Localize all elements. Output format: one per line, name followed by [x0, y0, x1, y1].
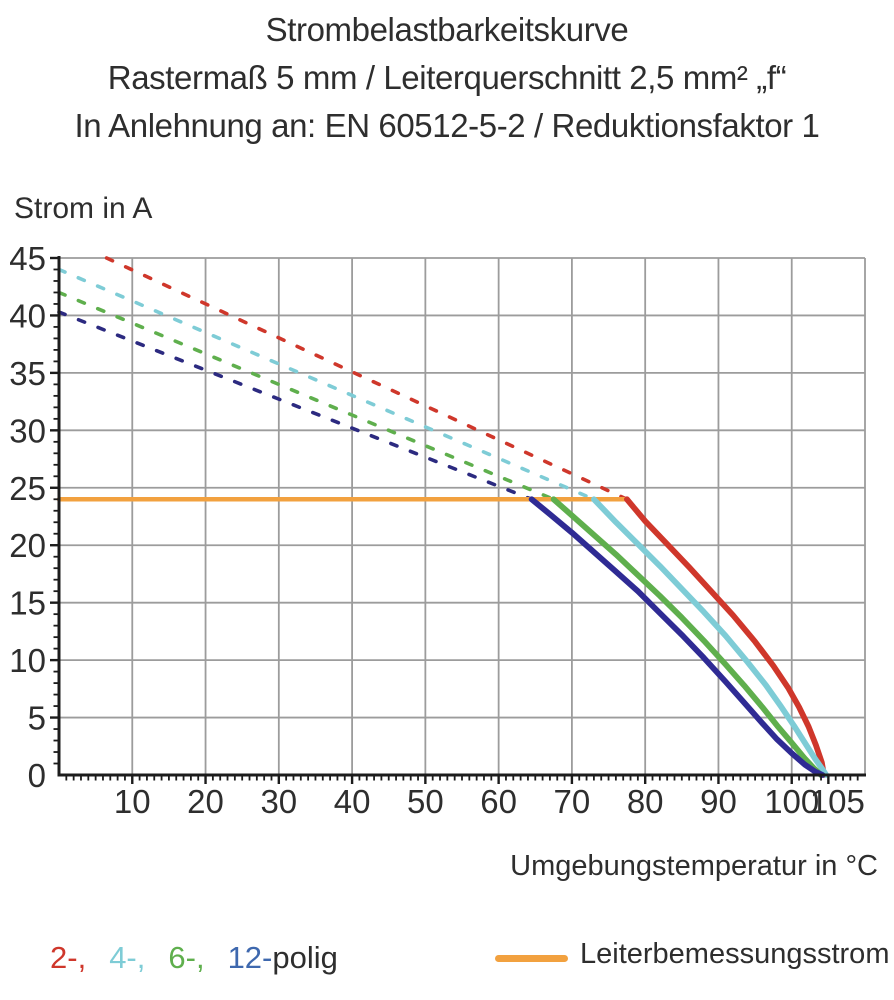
chart-title-line3: In Anlehnung an: EN 60512-5-2 / Reduktio… [74, 107, 820, 144]
series-6-polig-solid [550, 496, 824, 778]
svg-text:40: 40 [9, 297, 46, 334]
legend-pole-label-2: 2-, [50, 940, 87, 975]
series-2-polig-dashed [104, 256, 629, 502]
series-12-polig-dashed [57, 310, 534, 502]
series-12-polig-solid [528, 496, 826, 778]
svg-text:30: 30 [9, 412, 46, 449]
x-axis-title: Umgebungstemperatur in °C [510, 850, 878, 882]
legend-pole-label-6: 6-, [168, 940, 205, 975]
svg-text:5: 5 [28, 700, 46, 737]
svg-text:0: 0 [28, 757, 46, 794]
svg-text:70: 70 [554, 783, 591, 820]
svg-text:60: 60 [480, 783, 517, 820]
series-4-polig-solid [591, 496, 830, 778]
gridlines [59, 257, 866, 775]
legend-pole-label-4: 4-, [109, 940, 146, 975]
legend-pole-label-12: 12- [227, 940, 273, 975]
series-2-polig-solid [624, 496, 827, 778]
svg-text:15: 15 [9, 585, 46, 622]
svg-text:40: 40 [334, 783, 371, 820]
series-4-polig-dashed [57, 267, 596, 502]
svg-text:80: 80 [627, 783, 664, 820]
svg-text:50: 50 [407, 783, 444, 820]
svg-text:10: 10 [9, 642, 46, 679]
rated-current-line-swatch [495, 955, 568, 962]
svg-text:25: 25 [9, 470, 46, 507]
svg-text:105: 105 [810, 783, 865, 820]
legend-pole-suffix: polig [272, 940, 338, 975]
axis-ticks [50, 256, 859, 784]
svg-text:20: 20 [9, 527, 46, 564]
svg-text:45: 45 [9, 240, 46, 277]
rated-current-label: Leiterbemessungsstrom [580, 938, 890, 970]
legend-pole-counts: 2-, 4-, 6-, 12-polig [50, 940, 338, 976]
axes [57, 256, 866, 777]
svg-text:20: 20 [187, 783, 224, 820]
svg-text:30: 30 [260, 783, 297, 820]
series-lines [56, 256, 830, 778]
svg-text:10: 10 [114, 783, 151, 820]
chart-title: Strombelastbarkeitskurve Rastermaß 5 mm … [0, 6, 894, 150]
svg-text:100: 100 [764, 783, 819, 820]
chart-title-line1: Strombelastbarkeitskurve [265, 11, 629, 48]
svg-text:35: 35 [9, 355, 46, 392]
series-6-polig-dashed [57, 290, 556, 502]
svg-text:90: 90 [700, 783, 737, 820]
y-axis-title: Strom in A [14, 192, 153, 225]
chart-title-line2: Rastermaß 5 mm / Leiterquerschnitt 2,5 m… [107, 59, 787, 96]
